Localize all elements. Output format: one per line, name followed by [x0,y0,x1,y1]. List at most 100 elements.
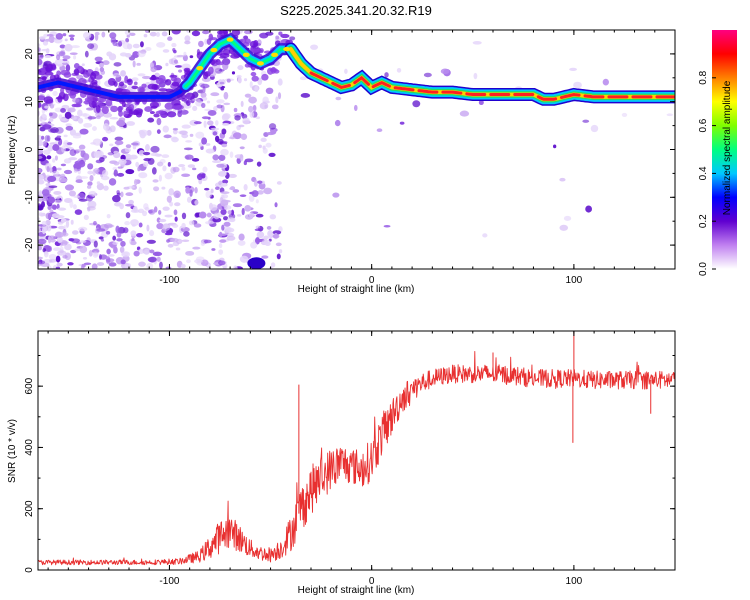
spectrogram-speckle [243,160,247,166]
snr-plot-area [38,331,675,566]
spectrogram-hotspot [226,37,234,42]
snr-panel: -100 0 100 0 200 400 600 Height of straight li… [7,330,676,596]
spectrogram-speckle [38,140,44,147]
spectrogram-speckle [220,191,230,195]
spectrogram-speckle [211,248,216,251]
spectrogram-speckle [258,144,262,149]
spectrogram-speckle [48,117,54,122]
spectrogram-speckle [239,153,244,162]
spectrogram-speckle [54,196,60,200]
spectrogram-speckle [228,173,237,178]
spectrogram-speckle [112,235,117,241]
spectrogram-speckle [181,239,190,242]
spectrogram-speckle [166,239,170,243]
snr-xtick-label: 0 [369,576,375,587]
spectrogram-speckle [56,135,62,138]
colorbar: 0.0 0.2 0.4 0.6 0.8 Normalized spectral ampl… [698,30,737,276]
spectrogram-speckle [219,231,223,238]
spectrogram-speckle [87,116,97,120]
spectrogram-speckle [590,124,599,133]
spectrogram-speckle [101,169,109,177]
spectrogram-ridge-blob [231,30,241,37]
spectrogram-speckle [80,113,90,117]
spectrogram-speckle [258,182,266,190]
spectrogram-speckle [113,169,118,177]
spectrogram-speckle [67,262,74,266]
spectrogram-speckle [58,225,65,230]
spectrogram-speckle [61,145,66,153]
spectrogram-speckle [158,209,162,215]
spectrogram-speckle [137,166,141,172]
spectrogram-ridge-blob [217,30,223,35]
spectrogram-speckle [126,43,133,50]
spectrogram-speckle [174,65,183,68]
spectrogram-speckle [70,45,80,49]
spectrogram-speckle [144,30,150,34]
spectrogram-speckle [459,110,470,117]
spectrogram-speckle [253,179,258,187]
spectrogram-speckle [129,32,136,36]
spectrogram-speckle [72,204,77,210]
spectrogram-speckle [41,120,45,125]
spectrogram-speckle [262,147,268,154]
spectrogram-speckle [41,135,45,140]
spectrogram-speckle [559,177,566,182]
spectrogram-speckle [45,219,51,226]
snr-xlabel: Height of straight line (km) [298,585,415,596]
spectrogram-speckle [38,52,44,60]
spectrogram-speckle [125,192,134,197]
spectrogram-speckle [99,62,104,68]
spectrogram-speckle [105,230,111,235]
spectrogram-speckle [83,122,93,128]
spectrogram-speckle [81,63,85,67]
spectrogram-speckle [204,187,210,191]
spectrogram-ridge-blob [95,105,101,113]
spectrogram-speckle [71,238,81,244]
spectrogram-speckle [163,134,172,139]
spectrogram-speckle [218,249,224,255]
spectrogram-speckle [232,203,243,208]
spectrogram-speckle [115,225,120,234]
spectrogram-speckle [271,104,279,110]
spectrogram-ridge-blob [57,95,63,103]
spectrogram-speckle [249,81,253,89]
spectrogram-speckle [38,155,43,160]
spectrogram-speckle [264,241,271,246]
spectrogram-ytick-label: 20 [24,48,35,60]
colorbar-tick-label: 0.4 [698,166,709,180]
spectrogram-speckle [233,265,238,269]
spectrogram-speckle [165,62,169,67]
spectrogram-speckle [204,38,208,45]
spectrogram-speckle [132,60,136,68]
spectrogram-speckle [229,186,236,191]
spectrogram-speckle [41,48,50,52]
spectrogram-speckle [260,137,267,143]
spectrogram-speckle [201,137,208,145]
spectrogram-speckle [192,105,198,111]
spectrogram-ytick-label: 10 [24,96,35,108]
spectrogram-ridge-blob [38,95,46,101]
spectrogram-speckle [194,200,199,206]
spectrogram-speckle [47,175,57,183]
spectrogram-speckle [64,38,68,42]
spectrogram-speckle [108,254,115,257]
spectrogram-speckle [248,96,257,104]
spectrogram-speckle [259,102,269,110]
spectrogram-speckle [192,167,197,171]
spectrogram-speckle [151,167,157,175]
spectrogram-speckle [125,144,132,149]
spectrogram-speckle [50,127,59,134]
spectrogram-speckle [154,153,162,157]
spectrogram-ridge-blob [158,74,166,83]
spectrogram-speckle [255,237,261,245]
spectrogram-speckle [205,143,211,146]
spectrogram-ridge-blob [158,88,168,92]
spectrogram-speckle [142,161,149,167]
spectrogram-speckle [130,240,137,246]
spectrogram-speckle [98,254,102,260]
spectrogram-speckle [202,166,208,173]
spectrogram-speckle [210,188,214,194]
spectrogram-speckle [106,248,111,255]
spectrogram-speckle [243,184,248,191]
spectrogram-speckle [170,136,178,140]
